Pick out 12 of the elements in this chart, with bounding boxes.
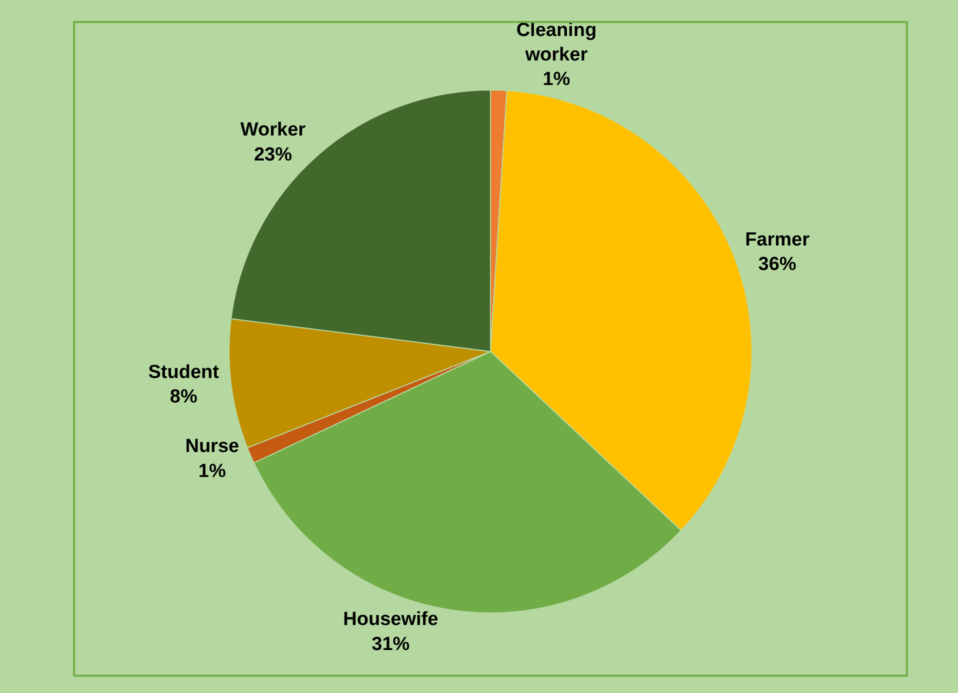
slice-label: Cleaning worker <box>516 20 597 66</box>
data-label: 31% <box>372 634 410 655</box>
slice-label: Student <box>148 362 220 383</box>
data-label: 1% <box>542 69 570 90</box>
slice-label: Housewife <box>343 609 438 630</box>
data-label: 36% <box>758 254 796 275</box>
slice-label: Worker <box>240 120 306 141</box>
data-label: 8% <box>170 386 198 408</box>
slice-label: Nurse <box>185 436 240 458</box>
slice-label: Farmer <box>745 229 810 250</box>
data-label: 1% <box>198 460 226 482</box>
data-label: 23% <box>254 144 292 166</box>
